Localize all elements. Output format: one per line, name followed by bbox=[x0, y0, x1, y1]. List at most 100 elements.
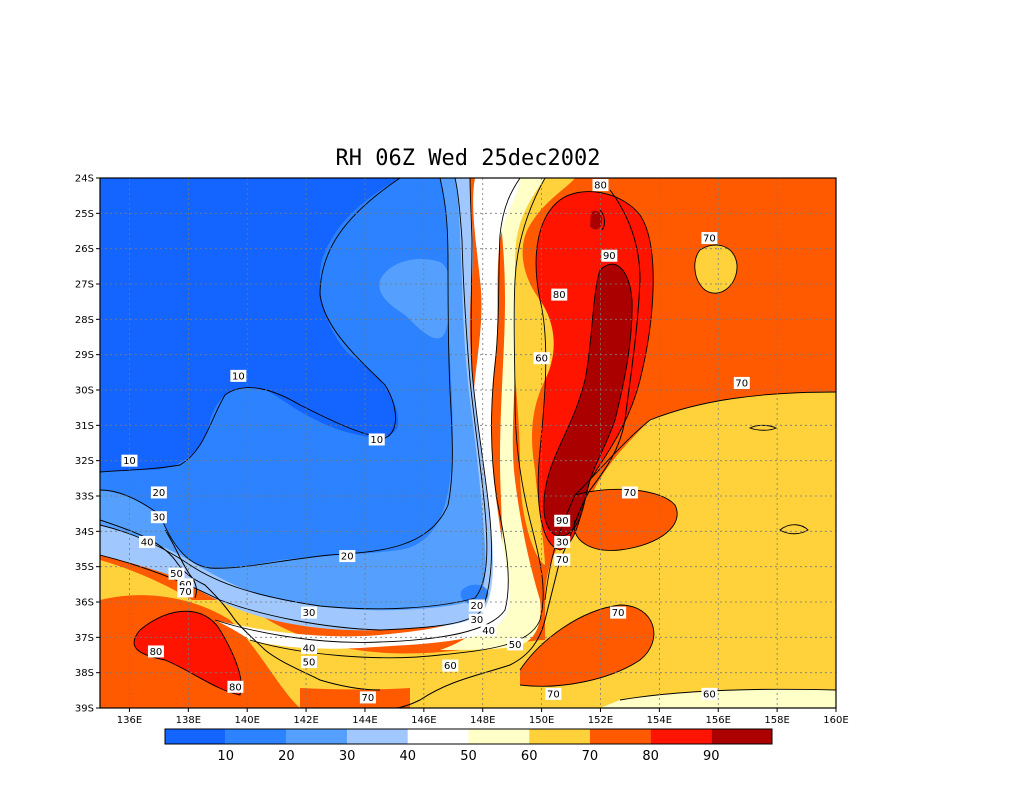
svg-text:70: 70 bbox=[179, 587, 192, 598]
contour-label: 70 bbox=[359, 691, 376, 704]
contour-70-se bbox=[519, 604, 655, 687]
svg-text:70: 70 bbox=[735, 378, 748, 389]
lat-tick-label: 28S bbox=[75, 315, 94, 326]
svg-text:20: 20 bbox=[153, 488, 166, 499]
svg-text:70: 70 bbox=[362, 693, 375, 704]
lon-tick-label: 154E bbox=[647, 715, 672, 726]
svg-text:50: 50 bbox=[170, 569, 183, 580]
contour-label: 70 bbox=[733, 376, 750, 389]
svg-text:50: 50 bbox=[303, 658, 316, 669]
svg-text:10: 10 bbox=[123, 456, 136, 467]
colorbar-label: 30 bbox=[339, 749, 356, 764]
contour-label: 60 bbox=[442, 659, 459, 672]
coastline-south bbox=[100, 519, 381, 691]
contour-label: 70 bbox=[621, 486, 638, 499]
contour-20 bbox=[100, 178, 453, 569]
contour-label: 50 bbox=[168, 567, 185, 580]
band-50-60-strip bbox=[440, 178, 545, 650]
colorbar-swatch bbox=[711, 729, 772, 744]
svg-text:30: 30 bbox=[303, 608, 316, 619]
lat-tick-label: 37S bbox=[75, 633, 94, 644]
svg-text:90: 90 bbox=[603, 251, 616, 262]
lat-tick-label: 31S bbox=[75, 421, 94, 432]
colorbar-label: 90 bbox=[703, 749, 720, 764]
colorbar-swatch bbox=[468, 729, 530, 744]
lon-tick-label: 160E bbox=[823, 715, 848, 726]
lon-tick-label: 158E bbox=[764, 715, 789, 726]
colorbar-label: 40 bbox=[400, 749, 417, 764]
contour-label: 30 bbox=[554, 535, 571, 548]
svg-text:10: 10 bbox=[232, 371, 245, 382]
lon-tick-label: 140E bbox=[234, 715, 259, 726]
contour-30 bbox=[100, 178, 488, 610]
colorbar-swatch bbox=[529, 729, 590, 744]
svg-text:40: 40 bbox=[482, 626, 495, 637]
contour-label: 20 bbox=[339, 550, 356, 563]
map-title: RH 06Z Wed 25dec2002 bbox=[336, 146, 601, 171]
contour-label: 30 bbox=[301, 606, 318, 619]
lat-tick-label: 29S bbox=[75, 350, 94, 361]
longitude-axis: 136E 138E 140E 142E 144E 146E 148E 150E 152E 154E… bbox=[117, 708, 849, 726]
coastline-gulf bbox=[164, 529, 197, 599]
colorbar-swatch bbox=[165, 729, 226, 744]
band-90-spot bbox=[590, 210, 603, 230]
contour-label: 30 bbox=[150, 511, 167, 524]
contour-60 bbox=[249, 178, 546, 659]
lon-tick-label: 138E bbox=[176, 715, 201, 726]
lon-tick-label: 136E bbox=[117, 715, 142, 726]
svg-text:30: 30 bbox=[153, 513, 166, 524]
svg-text:70: 70 bbox=[547, 689, 560, 700]
svg-text:80: 80 bbox=[553, 290, 566, 301]
lat-tick-label: 34S bbox=[75, 527, 94, 538]
colorbar-swatch bbox=[589, 729, 651, 744]
colorbar-frame bbox=[164, 728, 773, 745]
contour-label: 70 bbox=[545, 687, 562, 700]
coastline-island bbox=[599, 209, 605, 231]
colorbar-swatch bbox=[347, 729, 408, 744]
contour-10 bbox=[100, 178, 401, 473]
contour-label: 40 bbox=[139, 535, 156, 548]
colorbar-label: 70 bbox=[582, 749, 599, 764]
svg-text:20: 20 bbox=[470, 601, 483, 612]
lat-tick-label: 33S bbox=[75, 492, 94, 503]
contour-label: 10 bbox=[230, 369, 247, 382]
contour-label: 80 bbox=[147, 645, 164, 658]
lat-tick-label: 26S bbox=[75, 244, 94, 255]
colorbar-label: 80 bbox=[642, 749, 659, 764]
lon-tick-label: 156E bbox=[706, 715, 731, 726]
colorbar-label: 50 bbox=[460, 749, 477, 764]
band-0-10 bbox=[100, 178, 400, 472]
lat-tick-label: 24S bbox=[75, 174, 94, 185]
island-60-70 bbox=[694, 245, 738, 294]
contour-label: 70 bbox=[701, 232, 718, 245]
lon-tick-label: 146E bbox=[411, 715, 436, 726]
lat-tick-label: 35S bbox=[75, 562, 94, 573]
band-90-core bbox=[543, 264, 633, 536]
contour-label: 40 bbox=[480, 624, 497, 637]
svg-text:70: 70 bbox=[612, 608, 625, 619]
lat-tick-label: 39S bbox=[75, 704, 94, 715]
contour-label: 80 bbox=[592, 179, 609, 192]
latitude-axis: 24S 25S 26S 27S 28S 29S 30S 31S 32S 33S 34S 35S 36S 3… bbox=[75, 174, 100, 715]
contour-label: 80 bbox=[227, 680, 244, 693]
map-frame bbox=[99, 177, 837, 709]
lat-tick-label: 38S bbox=[75, 668, 94, 679]
svg-text:60: 60 bbox=[179, 580, 192, 591]
svg-text:20: 20 bbox=[341, 552, 354, 563]
svg-text:70: 70 bbox=[556, 555, 569, 566]
patch-70-80-se bbox=[520, 605, 654, 687]
contour-small-1 bbox=[748, 424, 778, 431]
lat-tick-label: 30S bbox=[75, 386, 94, 397]
contour-label: 70 bbox=[610, 606, 627, 619]
svg-text:60: 60 bbox=[535, 354, 548, 365]
svg-text:60: 60 bbox=[703, 689, 716, 700]
band-70-80-s bbox=[300, 688, 410, 708]
lat-tick-label: 36S bbox=[75, 598, 94, 609]
contour-small-2 bbox=[779, 524, 809, 535]
lon-tick-label: 148E bbox=[470, 715, 495, 726]
band-80-90-sw bbox=[134, 611, 242, 695]
contour-90 bbox=[543, 263, 633, 537]
colorbar-label: 10 bbox=[217, 749, 234, 764]
contour-label: 60 bbox=[533, 352, 550, 365]
contour-label: 80 bbox=[551, 288, 568, 301]
